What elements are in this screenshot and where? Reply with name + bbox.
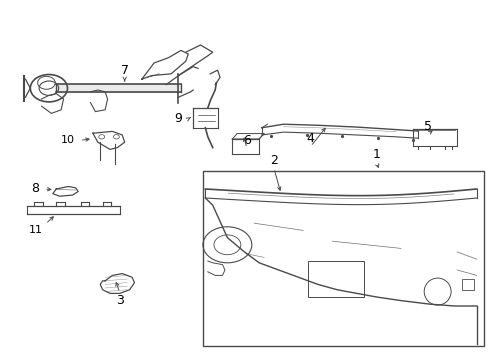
Text: 2: 2 <box>269 154 277 167</box>
Bar <box>307 261 364 297</box>
Bar <box>203 171 483 346</box>
Text: 5: 5 <box>423 120 431 132</box>
Text: 10: 10 <box>61 135 74 145</box>
Text: 11: 11 <box>29 225 42 235</box>
Text: 8: 8 <box>31 183 39 195</box>
Bar <box>461 279 473 290</box>
Text: 4: 4 <box>306 132 314 145</box>
Text: 7: 7 <box>121 64 128 77</box>
Text: 9: 9 <box>174 112 182 125</box>
Text: 6: 6 <box>243 134 250 147</box>
Text: 1: 1 <box>372 148 380 161</box>
Text: 3: 3 <box>116 294 123 307</box>
